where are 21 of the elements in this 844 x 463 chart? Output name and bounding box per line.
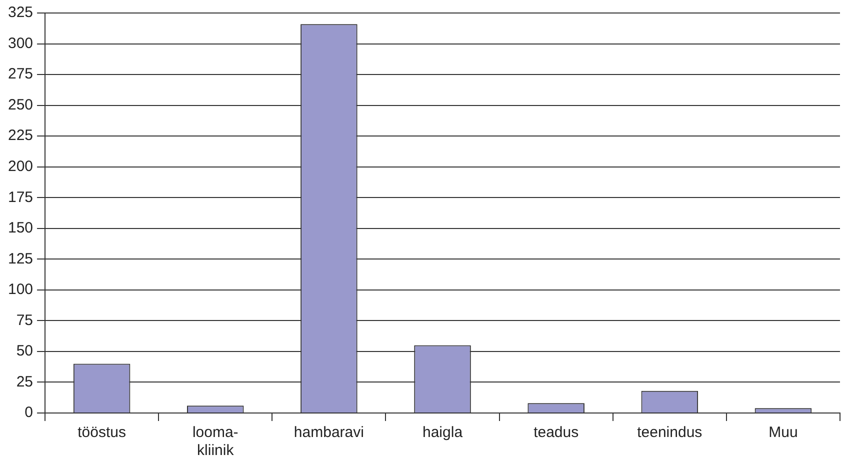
x-tick-label: teenindus — [637, 424, 702, 442]
x-tick-label: hambaravi — [294, 424, 364, 442]
y-tick-label: 300 — [8, 34, 34, 52]
x-tick-label: looma- kliinik — [192, 424, 238, 460]
y-tick-label: 150 — [8, 220, 34, 237]
x-tick-label: tööstus — [78, 424, 126, 442]
y-tick-label: 25 — [16, 373, 34, 390]
y-tick-label: 0 — [24, 404, 34, 422]
y-tick-label: 175 — [8, 188, 34, 206]
y-tick-label: 50 — [16, 342, 34, 360]
y-tick-label: 275 — [8, 66, 34, 83]
y-tick-label: 250 — [8, 96, 34, 114]
y-tick-label: 125 — [8, 250, 34, 268]
y-tick-label: 100 — [8, 281, 34, 298]
y-tick-label: 225 — [8, 127, 34, 144]
y-tick-label: 325 — [8, 4, 34, 22]
x-tick-label: Muu — [768, 424, 798, 442]
x-tick-label: teadus — [534, 424, 579, 442]
y-tick-label: 75 — [16, 312, 34, 329]
x-tick-label: haigla — [422, 424, 464, 442]
y-tick-label: 200 — [8, 158, 34, 175]
